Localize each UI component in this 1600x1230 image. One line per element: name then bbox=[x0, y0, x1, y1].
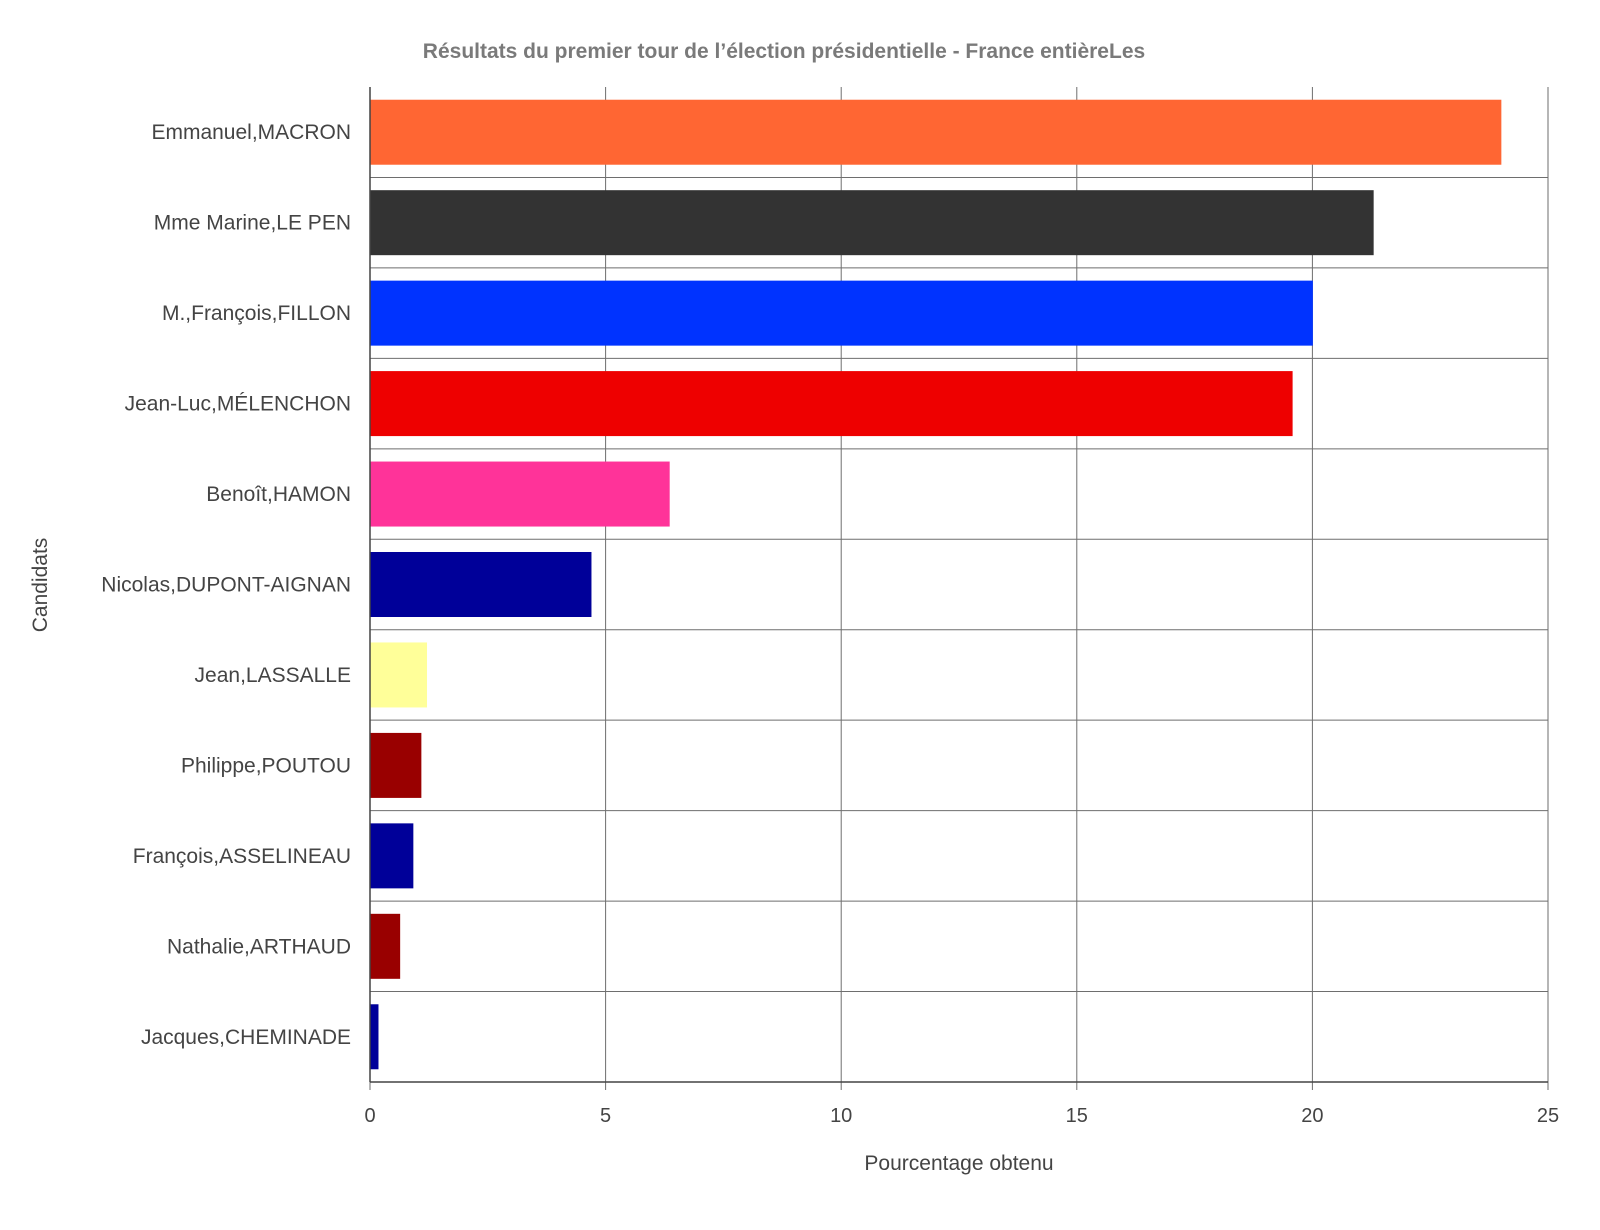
bar[interactable] bbox=[370, 1004, 379, 1070]
category-label: Jean,LASSALLE bbox=[195, 664, 351, 687]
category-label: M.,François,FILLON bbox=[162, 302, 351, 325]
category-label: Emmanuel,MACRON bbox=[151, 121, 351, 144]
x-tick-label: 15 bbox=[1066, 1105, 1088, 1127]
x-tick-label: 10 bbox=[830, 1105, 852, 1127]
category-label: Nathalie,ARTHAUD bbox=[167, 935, 351, 958]
x-axis-label: Pourcentage obtenu bbox=[864, 1152, 1053, 1175]
category-labels: Emmanuel,MACRON Mme Marine,LE PEN M.,Franç… bbox=[101, 121, 351, 1049]
bar[interactable] bbox=[370, 913, 401, 979]
category-label: Philippe,POUTOU bbox=[181, 754, 351, 777]
bar[interactable] bbox=[370, 552, 592, 617]
bar[interactable] bbox=[370, 371, 1293, 437]
bars bbox=[370, 99, 1502, 1070]
bar[interactable] bbox=[370, 99, 1502, 165]
bar[interactable] bbox=[370, 461, 670, 527]
category-label: Jean-Luc,MÉLENCHON bbox=[125, 393, 351, 416]
chart-title: Résultats du premier tour de l’élection … bbox=[423, 40, 1145, 63]
bar[interactable] bbox=[370, 823, 414, 889]
x-tick-label: 25 bbox=[1537, 1105, 1559, 1127]
x-tick-label: 5 bbox=[600, 1105, 611, 1127]
category-label: Nicolas,DUPONT-AIGNAN bbox=[101, 574, 351, 597]
category-label: Mme Marine,LE PEN bbox=[154, 212, 351, 235]
x-tick-label: 0 bbox=[364, 1105, 375, 1127]
x-tick-label: 20 bbox=[1301, 1105, 1323, 1127]
bar[interactable] bbox=[370, 732, 422, 798]
category-label: Jacques,CHEMINADE bbox=[141, 1026, 351, 1049]
category-label: François,ASSELINEAU bbox=[133, 845, 351, 868]
category-label: Benoît,HAMON bbox=[206, 483, 351, 506]
bar[interactable] bbox=[370, 190, 1374, 256]
bar[interactable] bbox=[370, 642, 428, 708]
axes bbox=[369, 87, 1549, 1090]
x-tick-labels: 0 5 10 15 20 25 bbox=[364, 1105, 1559, 1127]
grid bbox=[369, 87, 1549, 1082]
y-axis-label: Candidats bbox=[29, 538, 52, 633]
bar[interactable] bbox=[370, 280, 1313, 346]
